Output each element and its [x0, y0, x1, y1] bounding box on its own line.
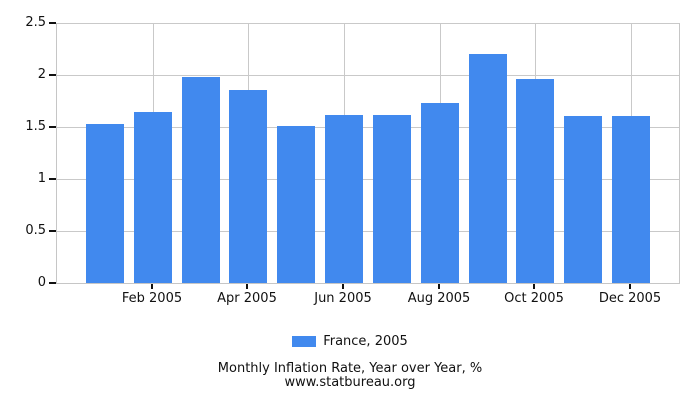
bar-nov-2005	[564, 116, 602, 283]
legend-swatch	[292, 336, 317, 347]
gridline-y-2.5	[57, 23, 679, 24]
x-axis-tick-jun-2005	[342, 284, 344, 289]
y-axis-tick-0.5	[49, 230, 56, 232]
y-tick-label-1: 1	[37, 171, 46, 186]
x-tick-label-dec-2005: Dec 2005	[598, 291, 662, 306]
gridline-y-0.5	[57, 231, 679, 232]
bar-dec-2005	[612, 116, 650, 283]
x-axis-tick-apr-2005	[246, 284, 248, 289]
gridline-y-1.5	[57, 127, 679, 128]
x-axis-tick-oct-2005	[533, 284, 535, 289]
y-axis-tick-1.5	[49, 126, 56, 128]
x-tick-label-aug-2005: Aug 2005	[407, 291, 471, 306]
x-tick-label-feb-2005: Feb 2005	[121, 291, 183, 306]
x-tick-label-apr-2005: Apr 2005	[217, 291, 277, 306]
legend: France, 2005	[0, 334, 700, 349]
chart-source: www.statbureau.org	[284, 375, 416, 390]
x-tick-label-oct-2005: Oct 2005	[504, 291, 564, 306]
bar-mar-2005	[182, 77, 220, 283]
y-tick-label-1.5: 1.5	[25, 119, 46, 134]
gridline-y-1	[57, 179, 679, 180]
y-axis-tick-0	[49, 282, 56, 284]
bar-sep-2005	[469, 54, 507, 283]
bar-apr-2005	[229, 90, 267, 283]
y-axis-tick-2	[49, 74, 56, 76]
bar-may-2005	[277, 126, 315, 283]
y-tick-label-0: 0	[37, 275, 46, 290]
y-tick-label-2.5: 2.5	[25, 15, 46, 30]
bar-aug-2005	[421, 103, 459, 283]
x-axis-tick-aug-2005	[438, 284, 440, 289]
gridline-y-2	[57, 75, 679, 76]
x-axis-tick-feb-2005	[151, 284, 153, 289]
bar-oct-2005	[516, 79, 554, 283]
bar-jan-2005	[86, 124, 124, 283]
y-axis-tick-2.5	[49, 22, 56, 24]
y-axis-tick-1	[49, 178, 56, 180]
y-tick-label-2: 2	[37, 67, 46, 82]
x-tick-label-jun-2005: Jun 2005	[314, 291, 372, 306]
x-axis-tick-dec-2005	[629, 284, 631, 289]
bar-jun-2005	[325, 115, 363, 283]
chart-title: Monthly Inflation Rate, Year over Year, …	[217, 361, 483, 376]
bar-feb-2005	[134, 112, 172, 283]
legend-label: France, 2005	[323, 334, 408, 349]
plot-area	[56, 23, 680, 284]
y-tick-label-0.5: 0.5	[25, 223, 46, 238]
bar-jul-2005	[373, 115, 411, 283]
